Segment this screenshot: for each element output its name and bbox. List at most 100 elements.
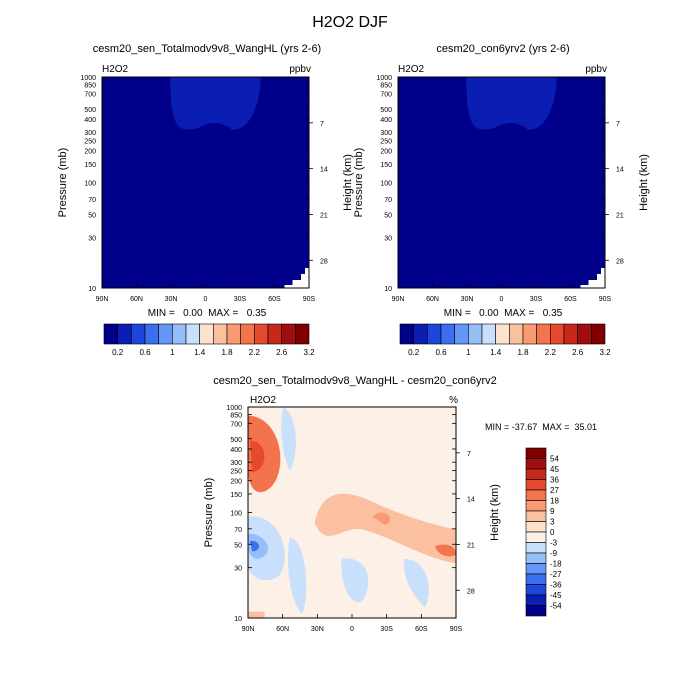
height-tick-label: 7 bbox=[467, 451, 471, 458]
colorbar-label: -27 bbox=[550, 570, 562, 579]
height-tick-label: 21 bbox=[467, 542, 475, 549]
colorbar-swatch bbox=[525, 458, 547, 470]
y-tick-label: 70 bbox=[88, 197, 96, 204]
panel-control-run: cesm20_con6yrv2 (yrs 2-6) H2O2 ppbv MIN … bbox=[353, 43, 650, 357]
x-tick-label: 30S bbox=[380, 626, 393, 633]
colorbar: 0.2 0.6 1 1.4 1.8 2.2 2.6 3.2 bbox=[103, 323, 315, 357]
y-tick-label: 150 bbox=[84, 162, 96, 169]
colorbar-swatch bbox=[525, 573, 547, 585]
height-tick-label: 21 bbox=[320, 212, 328, 219]
negative-anomaly-mid bbox=[288, 537, 307, 614]
colorbar-label: 1 bbox=[466, 348, 471, 357]
stats-label: MIN = 0.00 MAX = 0.35 bbox=[444, 308, 563, 319]
x-tick-label: 90S bbox=[599, 296, 612, 303]
y-axis-title: Pressure (mb) bbox=[57, 148, 69, 218]
y-tick-label: 200 bbox=[84, 149, 96, 156]
y-axis-title-right: Height (km) bbox=[489, 484, 501, 541]
colorbar-swatch bbox=[525, 447, 547, 459]
y-tick-label: 250 bbox=[84, 139, 96, 146]
colorbar-swatch bbox=[468, 323, 483, 345]
panel-title: cesm20_sen_Totalmodv9v8_WangHL - cesm20_… bbox=[213, 375, 497, 387]
colorbar-label: 3.2 bbox=[599, 348, 611, 357]
colorbar-label: 2.2 bbox=[249, 348, 261, 357]
y-tick-label: 10 bbox=[234, 616, 242, 623]
plot-area: 1030507010015020025030040050070085010002… bbox=[57, 75, 354, 357]
panel-title: cesm20_con6yrv2 (yrs 2-6) bbox=[436, 43, 569, 55]
colorbar: 0.2 0.6 1 1.4 1.8 2.2 2.6 3.2 bbox=[399, 323, 611, 357]
y-tick-label: 700 bbox=[230, 421, 242, 428]
x-tick-label: 30S bbox=[234, 296, 247, 303]
y-tick-label: 300 bbox=[84, 130, 96, 137]
colorbar-label: 45 bbox=[550, 465, 559, 474]
tropical-enhancement-region bbox=[466, 77, 557, 130]
y-tick-label: 850 bbox=[230, 412, 242, 419]
negative-anomaly-core bbox=[250, 540, 259, 552]
x-tick-label: 30S bbox=[530, 296, 543, 303]
colorbar-swatch bbox=[525, 468, 547, 480]
colorbar-swatch bbox=[117, 323, 132, 345]
colorbar-swatch bbox=[295, 323, 310, 345]
y-tick-label: 400 bbox=[380, 117, 392, 124]
x-tick-label: 30N bbox=[165, 296, 178, 303]
unit-label: % bbox=[449, 395, 458, 406]
colorbar-label: 18 bbox=[550, 497, 559, 506]
y-tick-label: 100 bbox=[380, 181, 392, 188]
y-tick-label: 1000 bbox=[80, 75, 96, 82]
x-tick-label: 30N bbox=[461, 296, 474, 303]
stats-label: MIN = -37.67 MAX = 35.01 bbox=[485, 422, 597, 432]
y-axis-title: Pressure (mb) bbox=[203, 478, 215, 548]
colorbar-label: 0.2 bbox=[408, 348, 420, 357]
panel-title: cesm20_sen_Totalmodv9v8_WangHL (yrs 2-6) bbox=[93, 43, 321, 55]
height-tick-label: 14 bbox=[616, 167, 624, 174]
x-tick-label: 60N bbox=[276, 626, 289, 633]
colorbar-swatch bbox=[525, 605, 547, 617]
x-tick-label: 90N bbox=[242, 626, 255, 633]
x-tick-label: 0 bbox=[204, 296, 208, 303]
colorbar-swatch bbox=[525, 531, 547, 543]
colorbar-swatch bbox=[172, 323, 187, 345]
x-tick-label: 0 bbox=[500, 296, 504, 303]
y-tick-label: 500 bbox=[230, 437, 242, 444]
colorbar-swatch bbox=[144, 323, 159, 345]
x-tick-label: 60S bbox=[415, 626, 428, 633]
x-tick-label: 0 bbox=[350, 626, 354, 633]
y-tick-label: 10 bbox=[384, 286, 392, 293]
colorbar-swatch bbox=[213, 323, 228, 345]
y-tick-label: 400 bbox=[230, 447, 242, 454]
colorbar-swatch bbox=[536, 323, 551, 345]
y-tick-label: 250 bbox=[380, 139, 392, 146]
stats-label: MIN = 0.00 MAX = 0.35 bbox=[148, 308, 267, 319]
x-tick-label: 60N bbox=[130, 296, 143, 303]
species-label: H2O2 bbox=[398, 64, 425, 75]
colorbar-swatch bbox=[550, 323, 565, 345]
data-field bbox=[398, 77, 605, 288]
colorbar-label: 2.6 bbox=[572, 348, 584, 357]
colorbar-swatch bbox=[240, 323, 255, 345]
height-tick-label: 28 bbox=[320, 258, 328, 265]
colorbar-swatch bbox=[226, 323, 241, 345]
colorbar-swatch bbox=[525, 521, 547, 533]
y-tick-label: 50 bbox=[384, 212, 392, 219]
tropical-enhancement-region bbox=[170, 77, 261, 130]
colorbar-label: 1.8 bbox=[517, 348, 529, 357]
y-axis-title-right: Height (km) bbox=[342, 154, 354, 211]
y-axis-title-right: Height (km) bbox=[638, 154, 650, 211]
colorbar-swatch bbox=[525, 489, 547, 501]
y-tick-label: 500 bbox=[380, 107, 392, 114]
negative-anomaly-sh-lower bbox=[403, 558, 429, 608]
y-tick-label: 700 bbox=[84, 91, 96, 98]
colorbar-label: 0 bbox=[550, 528, 555, 537]
x-tick-label: 60S bbox=[268, 296, 281, 303]
colorbar-swatch bbox=[454, 323, 469, 345]
positive-anomaly-core bbox=[372, 512, 391, 526]
colorbar-swatch bbox=[399, 323, 414, 345]
y-tick-label: 500 bbox=[84, 107, 96, 114]
colorbar-swatch bbox=[158, 323, 173, 345]
colorbar-label: 0.6 bbox=[139, 348, 151, 357]
colorbar-label: 3 bbox=[550, 518, 555, 527]
data-field bbox=[248, 407, 456, 618]
strong-positive-core bbox=[250, 440, 265, 473]
plot-area: 1030507010015020025030040050070085010002… bbox=[203, 405, 562, 633]
